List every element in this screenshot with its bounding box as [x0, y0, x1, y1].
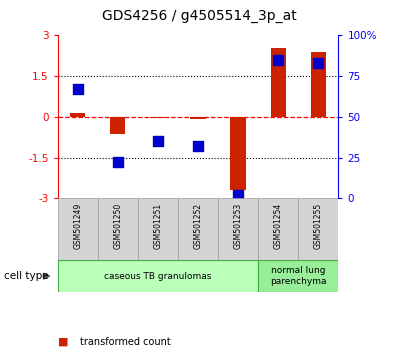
Text: cell type: cell type	[4, 271, 49, 281]
Bar	[311, 52, 326, 117]
Bar	[258, 260, 338, 292]
Bar	[258, 198, 298, 260]
Text: transformed count: transformed count	[80, 337, 170, 347]
Text: GSM501249: GSM501249	[73, 203, 82, 250]
Bar	[58, 260, 258, 292]
Text: GSM501251: GSM501251	[153, 203, 162, 249]
Bar	[178, 198, 218, 260]
Bar	[271, 47, 286, 117]
Point	[235, 192, 241, 198]
Point	[115, 160, 121, 165]
Point	[315, 60, 322, 66]
Text: GSM501254: GSM501254	[274, 203, 283, 250]
Text: GSM501253: GSM501253	[234, 203, 243, 250]
Bar	[138, 198, 178, 260]
Bar	[98, 198, 138, 260]
Point	[275, 57, 281, 63]
Text: caseous TB granulomas: caseous TB granulomas	[104, 272, 212, 281]
Point	[155, 138, 161, 144]
Text: GDS4256 / g4505514_3p_at: GDS4256 / g4505514_3p_at	[101, 9, 297, 23]
Bar	[150, 117, 166, 118]
Point	[195, 143, 201, 149]
Text: ■: ■	[58, 337, 68, 347]
Text: GSM501252: GSM501252	[193, 203, 203, 249]
Bar	[298, 198, 338, 260]
Text: GSM501255: GSM501255	[314, 203, 323, 250]
Point	[74, 86, 81, 92]
Bar	[58, 198, 98, 260]
Bar	[230, 117, 246, 190]
Bar	[190, 117, 206, 119]
Bar	[70, 113, 85, 117]
Text: GSM501250: GSM501250	[113, 203, 122, 250]
Bar	[110, 117, 125, 135]
Text: normal lung
parenchyma: normal lung parenchyma	[270, 267, 326, 286]
Bar	[218, 198, 258, 260]
